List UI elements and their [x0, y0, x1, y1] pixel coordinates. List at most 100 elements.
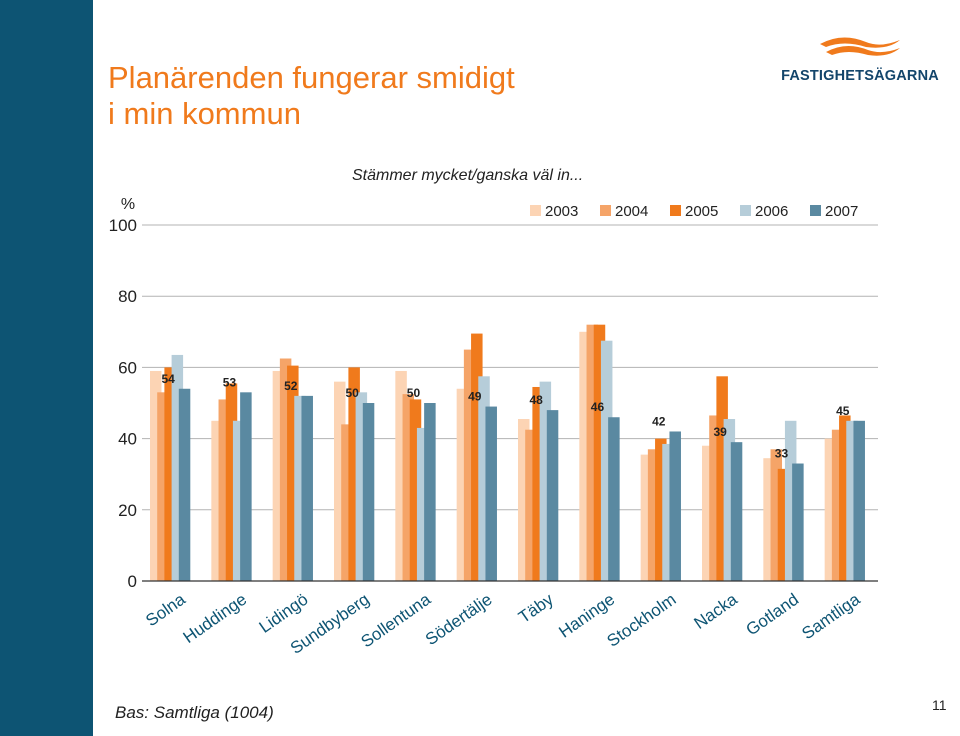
y-tick-label: 100 [109, 216, 137, 235]
bar-2004-solna [157, 392, 169, 581]
bar-2007-samtliga [853, 420, 865, 581]
bar-2007-huddinge [240, 392, 252, 581]
bar-2006-haninge [600, 340, 613, 581]
y-axis-label: % [121, 196, 135, 213]
bar-2006-gotland [784, 420, 797, 581]
logo-text: FASTIGHETSÄGARNA [781, 68, 939, 84]
bar-2004-täby [525, 429, 537, 581]
bar-2007-solna [178, 388, 191, 581]
bar-2006-stockholm [662, 443, 674, 581]
x-tick-label: Gotland [743, 590, 803, 640]
data-label: 42 [652, 414, 666, 428]
bar-2003-gotland [763, 458, 775, 581]
legend-label-2005: 2005 [685, 203, 718, 220]
data-label: 52 [284, 379, 298, 393]
data-label: 46 [591, 400, 605, 414]
bar-2003-nacka [702, 445, 714, 581]
x-tick-label: Solna [142, 589, 189, 630]
legend-label-2007: 2007 [825, 203, 858, 220]
bar-2005-stockholm [655, 438, 667, 581]
legend-label-2003: 2003 [545, 203, 578, 220]
chart-title: Stämmer mycket/ganska väl in... [352, 167, 583, 184]
bar-2004-södertälje [463, 349, 476, 581]
bar-2007-haninge [608, 417, 620, 581]
bar-2006-sollentuna [416, 427, 429, 581]
x-tick-label: Samtliga [798, 589, 864, 643]
x-tick-label: Nacka [690, 589, 741, 633]
data-label: 39 [713, 425, 727, 439]
bar-2005-huddinge [225, 383, 238, 581]
legend-swatch-2003 [530, 205, 541, 216]
bar-2005-täby [532, 386, 544, 581]
y-tick-label: 20 [118, 501, 137, 520]
bar-2007-sollentuna [424, 403, 436, 581]
bar-2007-nacka [730, 442, 743, 581]
bar-2005-sundbyberg [348, 367, 360, 581]
data-label: 50 [407, 386, 421, 400]
y-tick-label: 40 [118, 430, 137, 449]
bar-2006-samtliga [846, 420, 858, 581]
bar-2004-huddinge [218, 399, 231, 581]
slide-title: Planärenden fungerar smidigt i min kommu… [108, 60, 668, 132]
legend-swatch-2007 [810, 205, 821, 216]
slide-title-line2: i min kommun [108, 96, 301, 131]
bar-2007-täby [546, 410, 559, 581]
x-tick-label: Lidingö [256, 590, 312, 637]
data-label: 54 [161, 372, 175, 386]
bar-2006-södertälje [478, 376, 490, 581]
x-tick-label: Huddinge [180, 590, 251, 647]
data-label: 45 [836, 404, 850, 418]
y-tick-label: 0 [128, 572, 137, 591]
data-label: 50 [345, 386, 359, 400]
bar-2003-täby [518, 419, 530, 581]
bar-2003-huddinge [211, 420, 223, 581]
legend-swatch-2006 [740, 205, 751, 216]
x-tick-label: Stockholm [604, 590, 680, 651]
y-tick-label: 80 [118, 287, 137, 306]
bar-2007-gotland [792, 463, 804, 581]
bar-2004-gotland [770, 449, 783, 581]
company-logo: FASTIGHETSÄGARNA [770, 30, 950, 90]
bar-2005-södertälje [471, 333, 483, 581]
bar-2007-lidingö [301, 395, 313, 581]
bar-2006-nacka [723, 419, 736, 581]
legend-label-2006: 2006 [755, 203, 788, 220]
bar-2006-täby [539, 381, 552, 581]
bar-2004-sollentuna [402, 394, 415, 581]
data-label: 33 [775, 447, 789, 461]
base-note: Bas: Samtliga (1004) [115, 703, 274, 722]
legend-swatch-2004 [600, 205, 611, 216]
bar-2003-haninge [579, 331, 591, 581]
bar-2005-haninge [593, 324, 606, 581]
page-number: 11 [932, 697, 947, 713]
bar-2003-sollentuna [395, 370, 407, 581]
bar-2003-solna [150, 370, 162, 581]
x-tick-label: Sollentuna [357, 589, 434, 651]
sidebar-dark-band [0, 0, 93, 736]
y-tick-label: 60 [118, 358, 137, 377]
bar-2004-samtliga [831, 429, 844, 581]
bar-2005-samtliga [839, 415, 851, 581]
x-tick-label: Södertälje [422, 590, 496, 649]
bar-2003-sundbyberg [334, 381, 346, 581]
bar-2005-lidingö [287, 365, 299, 581]
bar-2006-huddinge [232, 420, 245, 581]
slide-title-line1: Planärenden fungerar smidigt [108, 60, 515, 95]
bar-2005-sollentuna [409, 399, 422, 581]
x-tick-label: Täby [515, 589, 557, 627]
bar-2004-lidingö [279, 358, 292, 581]
bar-2004-stockholm [647, 449, 660, 581]
bar-2003-södertälje [456, 388, 469, 581]
bar-2003-lidingö [272, 370, 285, 581]
bar-2003-stockholm [640, 454, 653, 581]
legend-label-2004: 2004 [615, 203, 648, 220]
bar-2007-stockholm [669, 431, 681, 581]
bar-2007-södertälje [485, 406, 497, 581]
bar-2005-gotland [777, 468, 790, 581]
data-label: 48 [529, 393, 543, 407]
bar-2006-solna [171, 354, 184, 581]
bar-2004-nacka [709, 415, 721, 581]
data-label: 49 [468, 390, 482, 404]
bar-2006-lidingö [294, 395, 306, 581]
